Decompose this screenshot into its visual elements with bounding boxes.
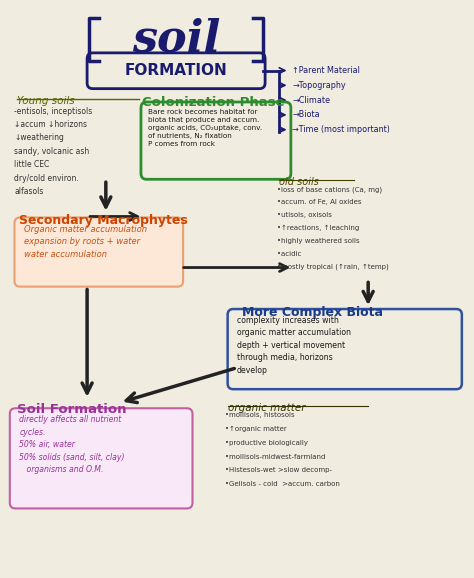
Text: organic matter: organic matter bbox=[228, 402, 305, 413]
Text: →Biota: →Biota bbox=[292, 110, 320, 120]
Text: soil: soil bbox=[132, 17, 220, 60]
Text: •loss of base cations (Ca, mg): •loss of base cations (Ca, mg) bbox=[277, 187, 382, 193]
Text: ↓accum ↓horizons: ↓accum ↓horizons bbox=[15, 120, 88, 129]
Text: Bare rock becomes habitat for
biota that produce and accum.
organic acids, CO₂up: Bare rock becomes habitat for biota that… bbox=[148, 109, 262, 147]
Text: •highly weathered soils: •highly weathered soils bbox=[277, 238, 359, 244]
Text: ↓weathering: ↓weathering bbox=[15, 134, 64, 143]
Text: sandy, volcanic ash: sandy, volcanic ash bbox=[15, 147, 90, 156]
Text: little CEC: little CEC bbox=[15, 160, 50, 169]
Text: Soil Formation: Soil Formation bbox=[17, 402, 127, 416]
Text: →Topography: →Topography bbox=[292, 81, 346, 90]
Text: More Complex Biota: More Complex Biota bbox=[242, 306, 383, 318]
Text: FORMATION: FORMATION bbox=[125, 63, 228, 78]
Text: •productive biologically: •productive biologically bbox=[225, 440, 308, 446]
Text: •mollisols-midwest-farmland: •mollisols-midwest-farmland bbox=[225, 454, 326, 460]
Text: •Histesols-wet >slow decomp-: •Histesols-wet >slow decomp- bbox=[225, 468, 332, 473]
Text: Organic matter accumulation
expansion by roots + water
water accumulation: Organic matter accumulation expansion by… bbox=[24, 225, 147, 258]
Text: dry/cold environ.: dry/cold environ. bbox=[15, 173, 79, 183]
Text: •utisols, oxisols: •utisols, oxisols bbox=[277, 212, 332, 218]
Text: -entisols, inceptisols: -entisols, inceptisols bbox=[15, 107, 93, 116]
Text: Colonization Phase: Colonization Phase bbox=[142, 96, 285, 109]
Text: •acidic: •acidic bbox=[277, 251, 301, 257]
FancyBboxPatch shape bbox=[10, 408, 192, 509]
Text: •Gelisols - cold  >accum. carbon: •Gelisols - cold >accum. carbon bbox=[225, 481, 340, 487]
Text: alfasols: alfasols bbox=[15, 187, 44, 196]
Text: Secondary Macrophytes: Secondary Macrophytes bbox=[19, 214, 188, 227]
Text: •accum. of Fe, Al oxides: •accum. of Fe, Al oxides bbox=[277, 199, 361, 205]
Text: complexity increases with
organic matter accumulation
depth + vertical movement
: complexity increases with organic matter… bbox=[237, 316, 351, 375]
Text: →Time (most important): →Time (most important) bbox=[292, 125, 390, 134]
Text: •↑reactions, ↑leaching: •↑reactions, ↑leaching bbox=[277, 225, 359, 231]
Text: •↑organic matter: •↑organic matter bbox=[225, 426, 287, 432]
FancyBboxPatch shape bbox=[15, 217, 183, 287]
Text: ↑Parent Material: ↑Parent Material bbox=[292, 66, 360, 75]
Text: old soils: old soils bbox=[279, 177, 319, 187]
Text: •mollisols, histosols: •mollisols, histosols bbox=[225, 412, 295, 418]
Text: →Climate: →Climate bbox=[292, 95, 330, 105]
Text: directly affects all nutrient
cycles.
50% air, water
50% solids (sand, silt, cla: directly affects all nutrient cycles. 50… bbox=[19, 416, 125, 475]
Text: Young soils: Young soils bbox=[17, 96, 74, 106]
Text: •mostly tropical (↑rain, ↑temp): •mostly tropical (↑rain, ↑temp) bbox=[277, 264, 389, 271]
